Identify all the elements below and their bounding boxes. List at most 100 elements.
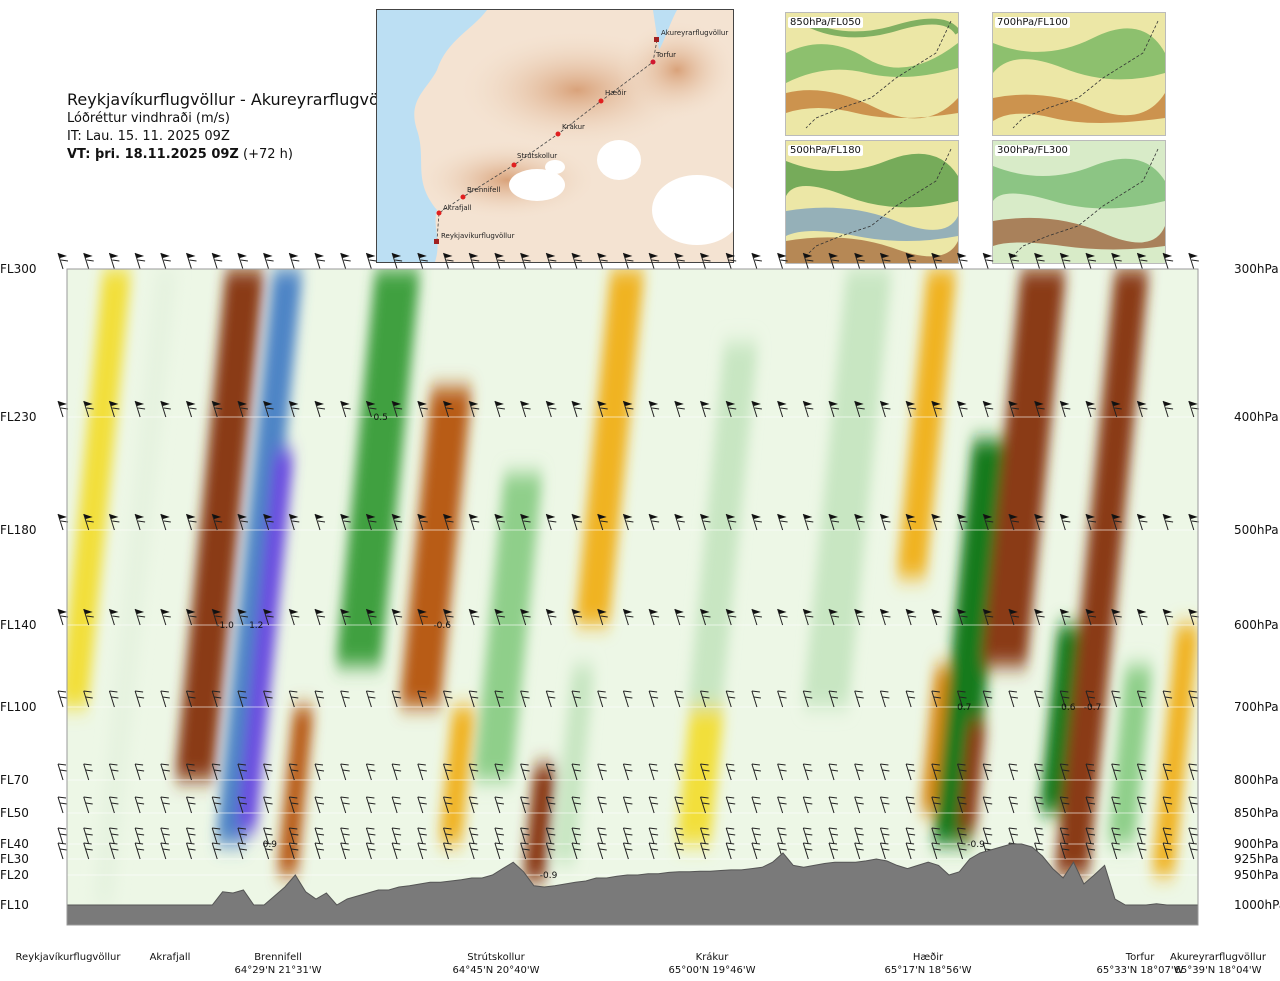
map-label-torfur: Torfur bbox=[656, 51, 677, 59]
wind-barb bbox=[905, 690, 916, 708]
route-map-svg bbox=[377, 10, 733, 262]
velocity-band-22 bbox=[1054, 269, 1150, 875]
wind-barb bbox=[1188, 763, 1198, 781]
wind-barb bbox=[751, 252, 762, 270]
fl-label-40: FL40 bbox=[0, 837, 29, 851]
waypoint-coord: 64°29'N 21°31'W bbox=[234, 965, 322, 976]
wind-barb bbox=[545, 400, 557, 418]
wind-barb bbox=[674, 827, 684, 845]
thumbnail-300hpa[interactable]: 300hPa/FL300 bbox=[992, 140, 1166, 264]
wind-barb bbox=[854, 513, 865, 531]
wind-barb bbox=[160, 763, 170, 781]
wind-barb bbox=[288, 252, 300, 270]
wind-barb bbox=[597, 796, 607, 814]
wind-barb bbox=[134, 763, 145, 781]
wind-barb bbox=[982, 827, 993, 845]
thumbnail-700hpa[interactable]: 700hPa/FL100 bbox=[992, 12, 1166, 136]
hpa-label-925: 925hPa bbox=[1234, 852, 1279, 866]
wind-barb bbox=[1136, 763, 1147, 781]
wind-barb bbox=[674, 690, 684, 708]
wind-barb bbox=[802, 796, 813, 814]
fl-label-300: FL300 bbox=[0, 262, 37, 276]
wind-barb bbox=[108, 513, 120, 531]
wind-barb bbox=[186, 252, 197, 270]
wind-barb bbox=[597, 400, 608, 418]
velocity-band-8 bbox=[439, 707, 476, 844]
fl-label-100: FL100 bbox=[0, 700, 37, 714]
wind-barb bbox=[134, 608, 146, 626]
thumbnail-850hpa[interactable]: 850hPa/FL050 bbox=[785, 12, 959, 136]
valid-time: VT: þri. 18.11.2025 09Z (+72 h) bbox=[67, 146, 404, 164]
wind-barb bbox=[571, 763, 582, 781]
thumbnail-500hpa-image bbox=[786, 141, 958, 263]
wind-barb bbox=[622, 763, 633, 781]
map-label-akrafjall: Akrafjall bbox=[443, 204, 472, 212]
wind-barb bbox=[108, 763, 119, 781]
wind-barb bbox=[571, 842, 582, 860]
wind-barb bbox=[365, 827, 376, 845]
wind-barb bbox=[417, 763, 427, 781]
thumbnail-700hpa-label: 700hPa/FL100 bbox=[995, 17, 1070, 28]
wind-barb bbox=[571, 252, 583, 270]
wind-barb bbox=[83, 608, 94, 626]
thumbnail-300hpa-image bbox=[993, 141, 1165, 263]
wind-barb bbox=[288, 690, 299, 708]
route-map[interactable]: Akureyrarflugvöllur Torfur Hæðir Krákur … bbox=[376, 9, 734, 263]
thumbnail-500hpa[interactable]: 500hPa/FL180 bbox=[785, 140, 959, 264]
wind-barb bbox=[314, 400, 326, 418]
wind-barb bbox=[57, 690, 68, 708]
wind-barb bbox=[134, 796, 145, 814]
wind-barb bbox=[314, 608, 326, 626]
wind-barb bbox=[879, 690, 890, 708]
wind-barb bbox=[1111, 690, 1121, 708]
wind-barb bbox=[108, 796, 119, 814]
wind-barb bbox=[134, 827, 145, 845]
wind-barb bbox=[365, 842, 376, 860]
thumbnail-850hpa-label: 850hPa/FL050 bbox=[788, 17, 863, 28]
wind-barb bbox=[211, 252, 223, 270]
wind-barb bbox=[879, 796, 890, 814]
wind-barb bbox=[340, 608, 351, 626]
wind-barb bbox=[648, 690, 659, 708]
wind-barb bbox=[905, 842, 916, 860]
velocity-band-9 bbox=[473, 473, 543, 780]
wind-barb bbox=[134, 513, 146, 531]
wind-barb bbox=[417, 400, 428, 418]
wind-barb bbox=[494, 608, 505, 626]
wind-barb bbox=[1162, 827, 1173, 845]
wind-barb bbox=[57, 842, 68, 860]
wind-barb bbox=[108, 608, 120, 626]
wind-barb bbox=[1136, 513, 1148, 531]
fl-label-140: FL140 bbox=[0, 618, 37, 632]
wind-barb bbox=[1188, 796, 1198, 814]
wind-barb bbox=[674, 796, 684, 814]
wind-barb bbox=[802, 608, 814, 626]
wind-barb bbox=[828, 842, 839, 860]
wind-barb bbox=[186, 690, 196, 708]
wind-barb bbox=[982, 513, 994, 531]
wind-barb bbox=[802, 827, 813, 845]
wind-barb bbox=[725, 842, 736, 860]
wind-barb bbox=[1008, 400, 1019, 418]
terrain-profile bbox=[67, 843, 1198, 925]
wind-barb bbox=[1188, 842, 1198, 860]
wind-barb bbox=[520, 690, 530, 708]
waypoint-name: Brennifell bbox=[254, 952, 302, 963]
wind-barb bbox=[340, 690, 350, 708]
waypoint-label-1: Akrafjall bbox=[150, 951, 191, 964]
hpa-label-500: 500hPa bbox=[1234, 523, 1279, 537]
velocity-band-21 bbox=[1039, 625, 1086, 813]
wind-barb bbox=[777, 252, 788, 270]
value-label-2: 1.2 bbox=[249, 621, 263, 631]
wind-barb bbox=[391, 827, 402, 845]
wind-barb bbox=[1059, 690, 1070, 708]
wind-barb bbox=[828, 763, 839, 781]
wind-barb bbox=[545, 796, 556, 814]
wind-barb bbox=[314, 827, 325, 845]
wind-barb bbox=[314, 690, 325, 708]
wind-barb bbox=[879, 842, 890, 860]
wind-barb bbox=[828, 608, 840, 626]
wind-barb bbox=[879, 252, 891, 270]
wind-barb bbox=[648, 252, 660, 270]
wind-barb bbox=[1008, 513, 1019, 531]
